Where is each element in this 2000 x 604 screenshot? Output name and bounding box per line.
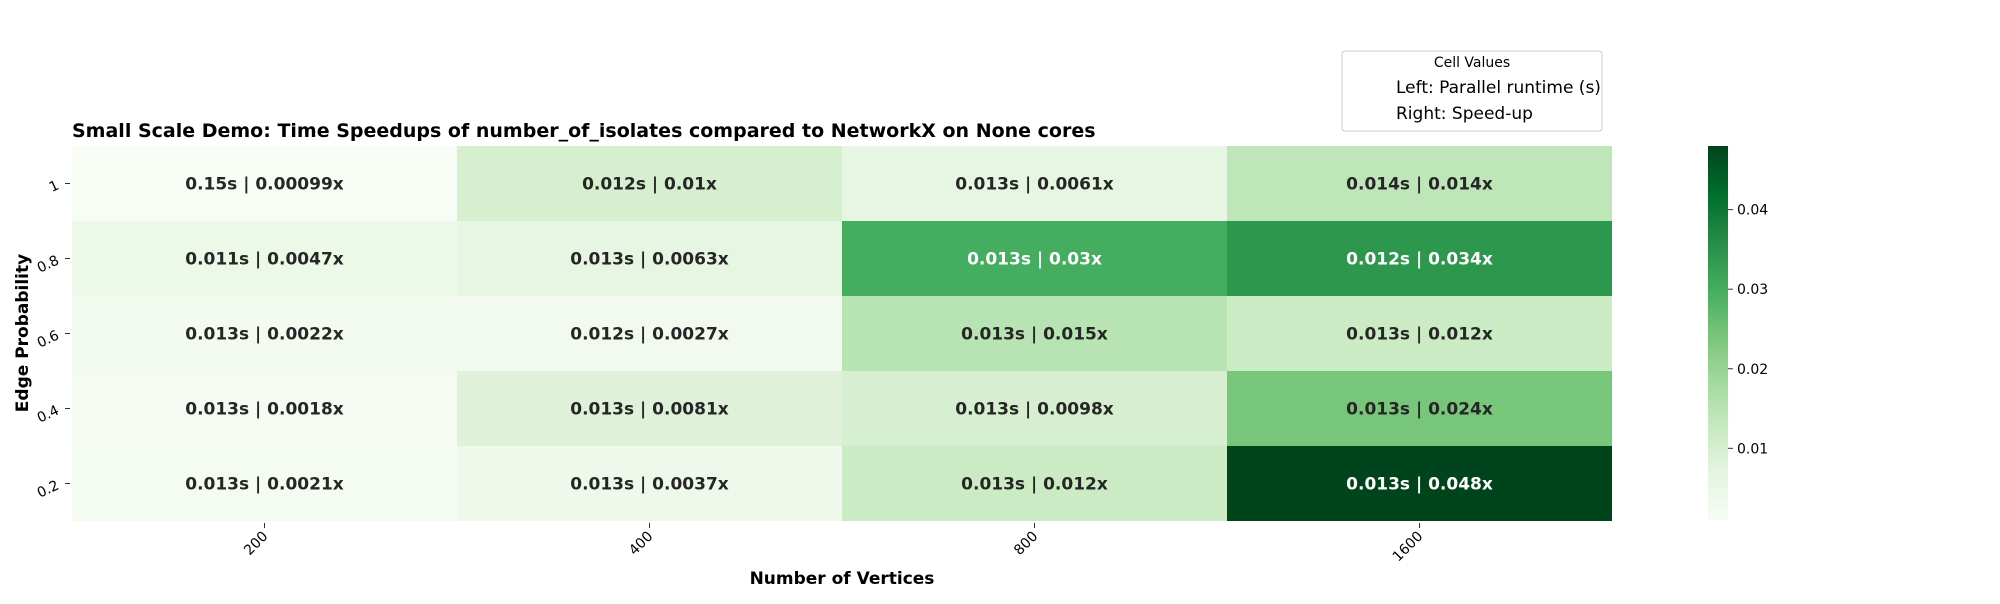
heatmap-cell <box>1227 221 1612 296</box>
cell-label: 0.014s | 0.014x <box>1346 175 1493 195</box>
legend-entry-right: Right: Speed-up <box>1396 104 1533 124</box>
x-axis-label: Number of Vertices <box>750 569 935 589</box>
y-tick-label: 1 <box>47 178 62 196</box>
heatmap-cell <box>1227 146 1612 221</box>
heatmap-cell <box>457 371 842 446</box>
cell-label: 0.013s | 0.012x <box>1346 325 1493 345</box>
y-tick-label: 0.2 <box>35 478 62 502</box>
heatmap-cell <box>72 296 457 371</box>
cell-label: 0.011s | 0.0047x <box>185 250 344 270</box>
colorbar-tick-label: 0.04 <box>1737 203 1768 219</box>
y-axis-label: Edge Probability <box>13 254 33 412</box>
heatmap-cell <box>1227 296 1612 371</box>
heatmap-cell <box>842 146 1227 221</box>
heatmap-cell <box>72 146 457 221</box>
cell-label: 0.012s | 0.0027x <box>570 325 729 345</box>
heatmap-cell <box>842 371 1227 446</box>
x-tick-label: 800 <box>1011 529 1041 559</box>
colorbar: 0.01 0.02 0.03 0.04 <box>1708 146 1768 520</box>
cell-label: 0.012s | 0.034x <box>1346 250 1493 270</box>
heatmap-cell <box>72 446 457 521</box>
x-tick-label: 200 <box>241 529 271 559</box>
cell-label: 0.013s | 0.0098x <box>955 400 1114 420</box>
legend-frame <box>1341 50 1603 132</box>
cell-label: 0.15s | 0.00099x <box>185 175 344 195</box>
cell-label: 0.013s | 0.0061x <box>955 175 1114 195</box>
legend: Cell Values Left: Parallel runtime (s) R… <box>1341 50 1603 132</box>
colorbar-tick-label: 0.03 <box>1737 282 1768 298</box>
cell-label: 0.013s | 0.0081x <box>570 400 729 420</box>
heatmap-cell <box>457 446 842 521</box>
colorbar-tick-label: 0.02 <box>1737 362 1768 378</box>
y-tick-label: 0.6 <box>35 328 62 352</box>
heatmap-cells <box>72 146 1612 521</box>
legend-title: Cell Values <box>1434 55 1510 71</box>
heatmap-cell <box>457 296 842 371</box>
cell-label: 0.012s | 0.01x <box>582 175 717 195</box>
colorbar-gradient <box>1708 146 1728 520</box>
x-tick-label: 400 <box>626 529 656 559</box>
cell-label: 0.013s | 0.015x <box>961 325 1108 345</box>
x-axis: 200 400 800 1600 <box>241 523 1426 565</box>
heatmap-cell <box>72 221 457 296</box>
heatmap-cell <box>1227 371 1612 446</box>
heatmap-cell <box>842 296 1227 371</box>
cell-label: 0.013s | 0.0021x <box>185 475 344 495</box>
heatmap-cell <box>842 221 1227 296</box>
heatmap-cell <box>842 446 1227 521</box>
heatmap-cell <box>457 146 842 221</box>
cell-labels: 0.15s | 0.00099x 0.012s | 0.01x 0.013s | 0… <box>185 175 1493 495</box>
cell-label: 0.013s | 0.048x <box>1346 475 1493 495</box>
heatmap-cell <box>1227 446 1612 521</box>
chart-title: Small Scale Demo: Time Speedups of numbe… <box>72 120 1096 142</box>
heatmap-cell <box>457 221 842 296</box>
y-tick-label: 0.4 <box>35 403 62 427</box>
legend-entry-left: Left: Parallel runtime (s) <box>1396 78 1601 98</box>
colorbar-tick-label: 0.01 <box>1737 441 1768 457</box>
y-axis: 1 0.8 0.6 0.4 0.2 <box>35 178 70 502</box>
cell-label: 0.013s | 0.024x <box>1346 400 1493 420</box>
cell-label: 0.013s | 0.0037x <box>570 475 729 495</box>
cell-label: 0.013s | 0.012x <box>961 475 1108 495</box>
cell-label: 0.013s | 0.0022x <box>185 325 344 345</box>
x-tick-label: 1600 <box>1390 529 1427 566</box>
cell-label: 0.013s | 0.03x <box>967 250 1102 270</box>
cell-label: 0.013s | 0.0063x <box>570 250 729 270</box>
cell-label: 0.013s | 0.0018x <box>185 400 344 420</box>
y-tick-label: 0.8 <box>35 253 62 277</box>
heatmap-cell <box>72 371 457 446</box>
